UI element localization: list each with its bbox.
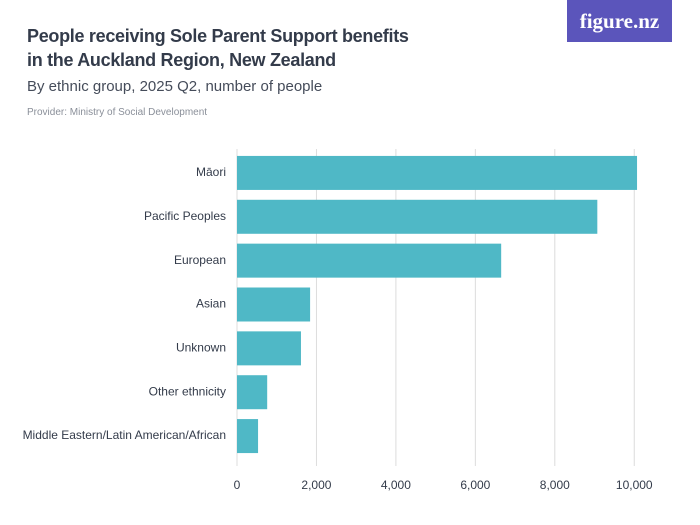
- y-tick-label: Asian: [196, 297, 226, 311]
- y-tick-label: European: [174, 253, 226, 267]
- y-tick-label: Pacific Peoples: [144, 209, 226, 223]
- chart-subtitle: By ethnic group, 2025 Q2, number of peop…: [27, 78, 323, 95]
- y-tick-label: Māori: [196, 165, 226, 179]
- y-tick-label: Other ethnicity: [149, 384, 226, 398]
- source: Provider: Ministry of Social Development: [27, 107, 208, 118]
- chart-title: People receiving Sole Parent Support ben…: [27, 26, 409, 70]
- x-tick-label: 10,000: [616, 478, 653, 492]
- y-tick-label: Unknown: [176, 341, 226, 355]
- x-tick-label: 8,000: [540, 478, 570, 492]
- x-tick-label: 2,000: [301, 478, 331, 492]
- bar: [237, 287, 311, 322]
- bar: [237, 375, 268, 410]
- bar: [237, 155, 638, 190]
- x-tick-label: 0: [234, 478, 241, 492]
- bar: [237, 199, 598, 234]
- x-tick-label: 6,000: [460, 478, 490, 492]
- bar: [237, 243, 502, 278]
- logo[interactable]: figure.nz: [567, 0, 672, 42]
- y-tick-label: Middle Eastern/Latin American/African: [23, 428, 226, 442]
- x-tick-label: 4,000: [381, 478, 411, 492]
- bar: [237, 419, 259, 454]
- bar: [237, 331, 301, 366]
